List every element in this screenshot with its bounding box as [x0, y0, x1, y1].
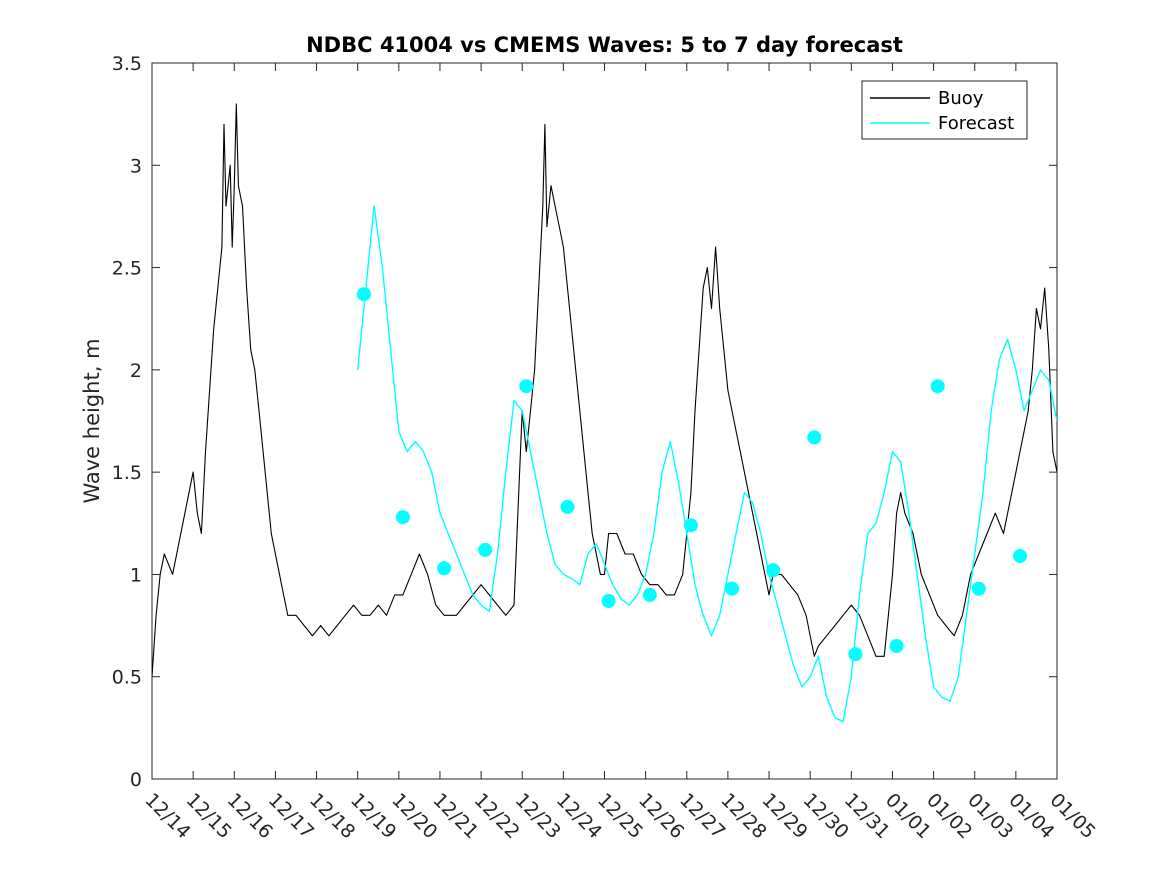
forecast-marker-14 [930, 379, 945, 394]
legend-label-forecast: Forecast [938, 113, 1014, 134]
y-axis-label: Wave height, m [80, 338, 104, 503]
forecast-marker-6 [601, 594, 616, 608]
y-tick-label-6: 3 [130, 155, 142, 177]
y-tick-label-5: 2.5 [112, 258, 142, 280]
y-tick-label-3: 1.5 [112, 462, 142, 484]
forecast-line [357, 205, 1057, 723]
y-tick-label-7: 3.5 [112, 53, 142, 75]
forecast-marker-12 [848, 647, 863, 662]
forecast-marker-8 [683, 518, 698, 533]
y-tick-label-0: 0 [130, 769, 142, 791]
y-tick-label-4: 2 [130, 360, 142, 382]
forecast-marker-5 [560, 499, 575, 514]
legend: Buoy Forecast [861, 80, 1028, 140]
chart-title: NDBC 41004 vs CMEMS Waves: 5 to 7 day fo… [306, 33, 903, 57]
buoy-line [152, 103, 1057, 677]
forecast-marker-9 [725, 581, 739, 596]
y-tick-label-2: 1 [130, 564, 142, 586]
forecast-marker-0 [356, 287, 371, 302]
forecast-marker-7 [642, 587, 657, 602]
axes-box [151, 62, 1058, 780]
forecast-marker-15 [971, 581, 986, 596]
y-tick-label-1: 0.5 [112, 667, 142, 689]
legend-label-buoy: Buoy [938, 88, 984, 109]
forecast-marker-13 [889, 639, 904, 653]
forecast-marker-2 [437, 561, 452, 576]
forecast-marker-10 [766, 563, 781, 578]
forecast-marker-4 [519, 379, 534, 394]
forecast-marker-11 [807, 430, 822, 445]
forecast-marker-1 [395, 510, 410, 525]
forecast-marker-16 [1013, 549, 1027, 563]
forecast-marker-3 [478, 542, 493, 557]
series-layer [152, 103, 1057, 723]
plot-area [151, 62, 1058, 780]
legend-box [861, 80, 1028, 140]
